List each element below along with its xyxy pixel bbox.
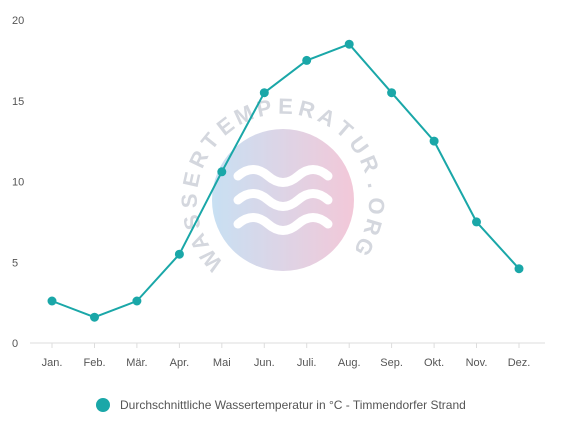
data-point[interactable] (174, 249, 184, 259)
watermark-waves-icon (233, 165, 333, 235)
watermark-letter: . (363, 180, 389, 190)
watermark-letter: R (296, 95, 318, 123)
x-tick-label: Jan. (42, 357, 63, 369)
x-tick-label: Dez. (508, 357, 531, 369)
x-tick-label: Jun. (254, 357, 275, 369)
y-tick-label: 20 (12, 15, 24, 27)
watermark-letter: S (177, 193, 202, 208)
legend: Durchschnittliche Wassertemperatur in °C… (96, 398, 466, 412)
data-point[interactable] (132, 296, 142, 306)
data-point[interactable] (90, 312, 99, 322)
data-point[interactable] (344, 39, 354, 49)
watermark-letter: R (355, 152, 384, 176)
watermark-wave-3 (233, 213, 333, 235)
series-layer (47, 39, 524, 322)
x-tick-label: Aug. (338, 357, 361, 369)
watermark-letter: R (184, 147, 213, 172)
series-line (51, 43, 520, 319)
data-point[interactable] (259, 88, 269, 98)
x-tick-label: Juli. (297, 357, 317, 369)
x-axis: Jan. Feb. Mär. Apr. Mai Jun. Juli. Aug. Sep. Okt.… (30, 342, 545, 369)
y-tick-label: 0 (12, 338, 18, 350)
legend-marker (96, 398, 110, 412)
watermark-circle (212, 129, 354, 271)
x-tick-label: Nov. (466, 357, 488, 369)
x-tick-label: Okt. (424, 357, 444, 369)
x-tick-label: Mai (213, 357, 231, 369)
legend-label: Durchschnittliche Wassertemperatur in °C… (120, 398, 466, 412)
watermark-letter: E (278, 94, 293, 119)
data-point[interactable] (217, 167, 227, 177)
x-tick-label: Apr. (170, 357, 190, 369)
watermark-wave-2 (233, 189, 333, 211)
data-point[interactable] (514, 264, 524, 274)
y-tick-label: 10 (12, 177, 24, 189)
y-axis: 0 5 10 15 20 (12, 15, 24, 350)
watermark-letter: O (363, 197, 389, 216)
watermark-letter: P (254, 95, 273, 122)
y-tick-label: 5 (12, 257, 18, 269)
data-point[interactable] (429, 136, 439, 146)
x-tick-label: Sep. (380, 357, 403, 369)
watermark-letter: R (358, 216, 387, 239)
x-tick-label: Feb. (83, 357, 105, 369)
data-point[interactable] (47, 296, 57, 306)
watermark-wave-1 (233, 165, 333, 187)
watermark-letter: G (349, 233, 379, 260)
watermark-letter: E (178, 170, 206, 190)
data-point[interactable] (302, 55, 312, 65)
data-point[interactable] (472, 217, 481, 227)
data-point[interactable] (387, 88, 397, 98)
y-tick-label: 15 (12, 96, 24, 108)
x-tick-label: Mär. (126, 357, 147, 369)
